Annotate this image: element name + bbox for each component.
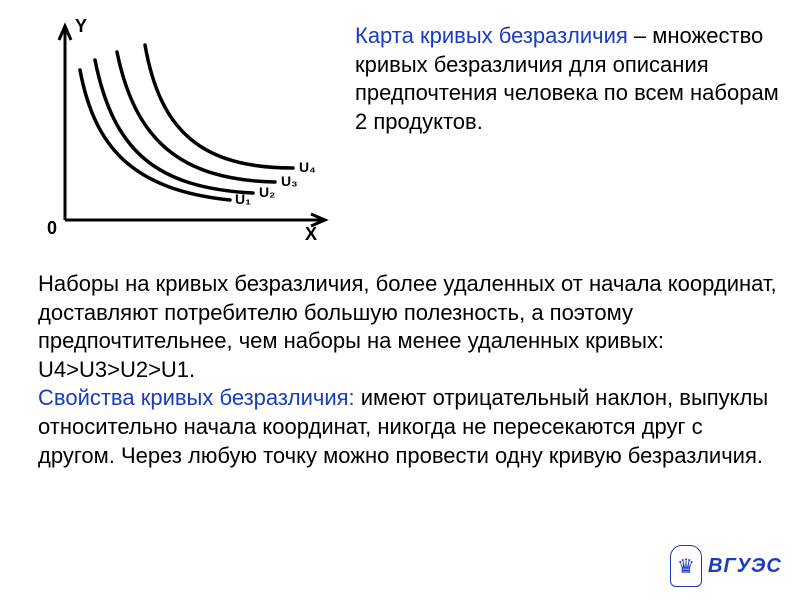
- svg-text:Y: Y: [75, 16, 87, 36]
- properties-lead: Свойства кривых безразличия:: [38, 385, 355, 410]
- body-text: Наборы на кривых безразличия, более удал…: [38, 270, 778, 470]
- indifference-curve-chart: YX0U₁U₂U₃U₄: [35, 10, 335, 250]
- body-para1: Наборы на кривых безразличия, более удал…: [38, 270, 778, 384]
- logo-emblem-icon: ♛: [670, 545, 702, 587]
- svg-text:X: X: [305, 224, 317, 244]
- svg-text:U₄: U₄: [299, 159, 316, 175]
- logo-glyph: ♛: [677, 554, 695, 579]
- body-para2: Свойства кривых безразличия: имеют отриц…: [38, 384, 778, 470]
- svg-text:U₃: U₃: [281, 173, 298, 189]
- svg-text:U₂: U₂: [259, 184, 275, 200]
- svg-text:0: 0: [47, 218, 57, 238]
- logo-text: ВГУЭС: [708, 555, 782, 578]
- logo: ♛ ВГУЭС: [670, 545, 782, 587]
- definition-term: Карта кривых безразличия: [355, 23, 628, 48]
- definition-text: Карта кривых безразличия – множество кри…: [355, 22, 785, 136]
- slide: YX0U₁U₂U₃U₄ Карта кривых безразличия – м…: [0, 0, 800, 600]
- chart-svg: YX0U₁U₂U₃U₄: [35, 10, 335, 250]
- definition-dash: –: [628, 23, 646, 48]
